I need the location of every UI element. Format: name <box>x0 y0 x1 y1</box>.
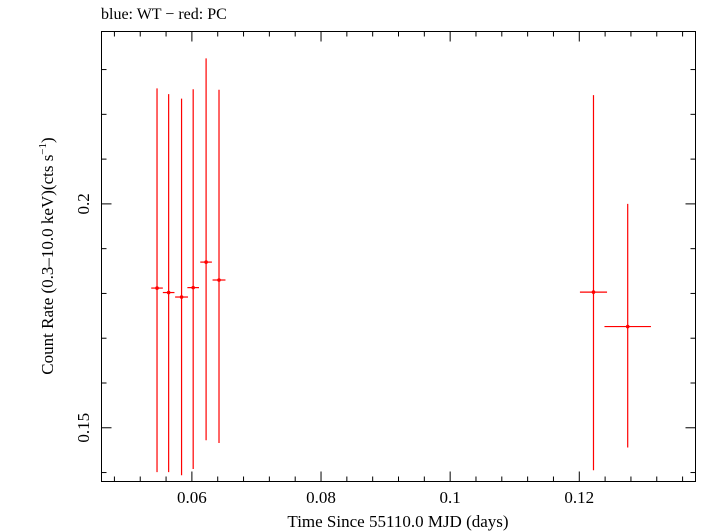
x-tick-label: 0.1 <box>440 488 461 507</box>
point-marker <box>155 286 159 290</box>
data-point <box>175 98 189 476</box>
data-point <box>579 95 608 471</box>
data-point <box>187 89 199 469</box>
data-point <box>604 203 651 448</box>
axis-ticks <box>101 31 696 482</box>
point-marker <box>191 285 195 290</box>
x-axis-label: Time Since 55110.0 MJD (days) <box>287 512 508 531</box>
point-marker <box>166 290 171 295</box>
data-point <box>162 94 175 473</box>
x-tick-labels: 0.06 0.08 0.1 0.12 <box>177 488 594 507</box>
data-points <box>151 58 651 476</box>
point-marker <box>217 278 221 282</box>
data-point <box>212 89 226 443</box>
data-point <box>200 58 212 441</box>
x-tick-label: 0.12 <box>564 488 594 507</box>
y-tick-label: 0.15 <box>74 413 93 443</box>
point-marker <box>179 295 184 299</box>
point-marker <box>591 290 596 294</box>
y-axis-label: Count Rate (0.3–10.0 keV)(cts s−1) <box>37 137 57 374</box>
point-marker <box>204 260 208 264</box>
data-point <box>151 88 163 473</box>
y-tick-label: 0.2 <box>74 193 93 214</box>
y-axis-label-superscript: −1 <box>37 143 49 155</box>
chart-title: blue: WT − red: PC <box>101 6 227 23</box>
y-axis-label-main: Count Rate (0.3–10.0 keV)(cts s <box>38 155 57 375</box>
y-tick-labels: 0.15 0.2 <box>74 193 93 442</box>
x-tick-label: 0.08 <box>306 488 336 507</box>
point-marker <box>625 324 630 329</box>
x-tick-label: 0.06 <box>177 488 207 507</box>
y-axis-label-end: ) <box>38 137 57 143</box>
plot-frame <box>101 31 696 482</box>
